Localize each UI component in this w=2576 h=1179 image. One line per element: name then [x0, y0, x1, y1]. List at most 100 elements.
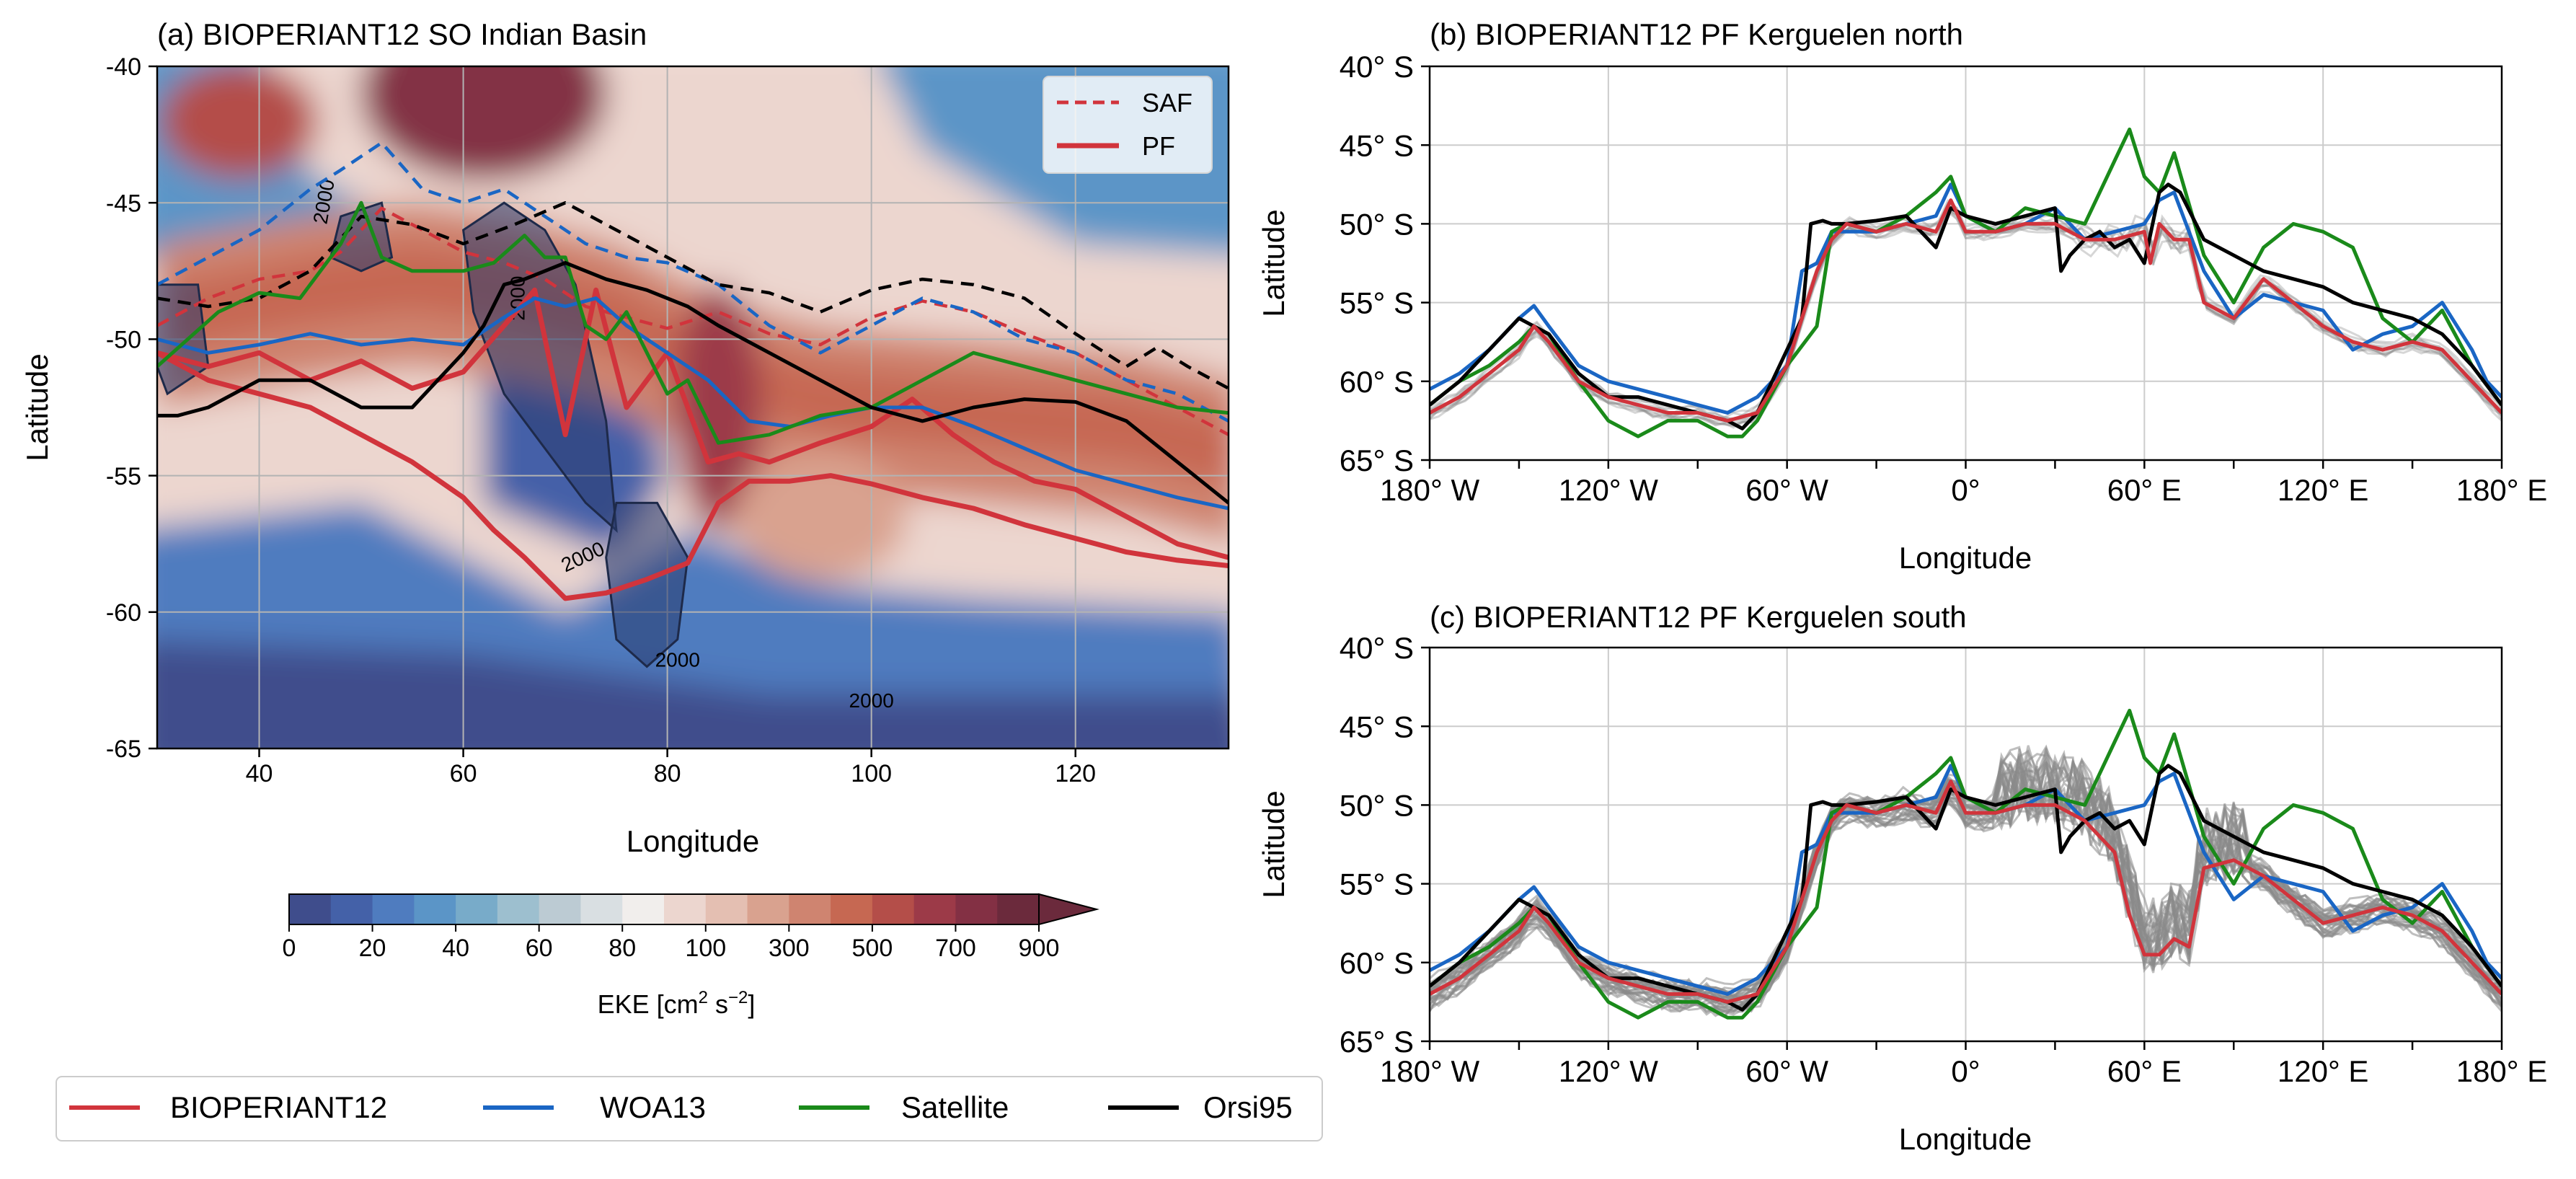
- colorbar-tick-label-80: 80: [608, 935, 636, 962]
- colorbar-tick-label-500: 500: [852, 935, 893, 962]
- tick-label-x-120-e: 120° E: [2278, 473, 2369, 507]
- colorbar-frame: [288, 893, 1040, 925]
- tick-label-y-45: -45: [106, 190, 141, 217]
- series-woa13: [1430, 182, 2502, 415]
- eke-patch-southeast: [733, 451, 907, 582]
- tick-label-x-60: 60: [450, 760, 477, 787]
- panel-c-ticks: 180° W 120° W 60° W 0° 60° E 120° E 180° E 40° …: [1340, 631, 2547, 1088]
- colorbar-cells: [288, 893, 1099, 926]
- series-bioperiant12: [1430, 780, 2502, 1004]
- panel-c-lines: [1430, 708, 2502, 1020]
- panel-b-xlabel: Longitude: [1899, 541, 2032, 575]
- colorbar-cell: [705, 894, 748, 924]
- ensemble-member: [1430, 208, 2502, 425]
- source-legend: BIOPERIANT12 WOA13 Satellite Orsi95: [56, 1076, 1323, 1142]
- front-pf-woa13: [157, 296, 1229, 511]
- panel-a-ylabel: Latitude: [20, 353, 54, 461]
- colorbar-label: EKE [cm2 s−2]: [598, 988, 756, 1019]
- series-woa13: [1430, 764, 2502, 996]
- panel-c-ylabel: Latitude: [1257, 790, 1291, 898]
- legend-satellite-label: Satellite: [901, 1090, 1009, 1124]
- series-bioperiant12: [1430, 198, 2502, 423]
- tick-label-y-65: -65: [106, 736, 141, 763]
- colorbar-cell: [497, 894, 540, 924]
- bathymetry-shallow-1: [605, 501, 689, 668]
- tick-label-x-40: 40: [246, 760, 273, 787]
- panel-b-ylabel: Latitude: [1257, 209, 1291, 317]
- tick-label-y-45-s: 45° S: [1340, 128, 1414, 162]
- tick-label-y-50-s: 50° S: [1340, 208, 1414, 242]
- panel-b-lines: [1430, 127, 2502, 438]
- legend-woa-label: WOA13: [600, 1090, 706, 1124]
- tick-label-y-55-s: 55° S: [1340, 867, 1414, 901]
- colorbar-cell: [539, 894, 582, 924]
- ensemble-member: [1430, 207, 2502, 427]
- colorbar-ticks: 0 20 40 60 80 100 300 500 700 900: [283, 924, 1059, 962]
- colorbar-tick-label-60: 60: [526, 935, 553, 962]
- eke-hotspot-north: [360, 66, 606, 180]
- panel-a-xlabel: Longitude: [627, 824, 760, 858]
- panel-a-ticks: 40 60 80 100 120 -40 -45 -50 -55 -60 -65: [106, 53, 1096, 787]
- tick-label-x-120-w: 120° W: [1559, 473, 1659, 507]
- panel-b-grid: [1430, 66, 2502, 460]
- colorbar-extend-arrow: [1038, 893, 1099, 926]
- colorbar-cell: [747, 894, 789, 924]
- source-legend-box: [56, 1076, 1323, 1142]
- tick-label-y-50-s: 50° S: [1340, 789, 1414, 823]
- contour-label: 2000: [655, 648, 700, 671]
- series-orsi95: [1430, 182, 2502, 430]
- legend-bioperiant-label: BIOPERIANT12: [170, 1090, 387, 1124]
- tick-label-x-120-e: 120° E: [2278, 1054, 2369, 1088]
- ensemble-member: [1430, 210, 2502, 429]
- tick-label-x-180-w: 180° W: [1380, 1054, 1480, 1088]
- ensemble-member: [1430, 199, 2502, 414]
- tick-label-x-180-e: 180° E: [2456, 473, 2548, 507]
- series-satellite: [1430, 127, 2502, 438]
- tick-label-y-55: -55: [106, 463, 141, 490]
- front-pf-orsi95: [157, 260, 1229, 505]
- front-saf-bioperiant12: [157, 206, 1229, 436]
- contour-label: 2000: [849, 689, 894, 712]
- colorbar-cell: [330, 894, 373, 924]
- panel-b-plot-area: [1430, 66, 2502, 460]
- panel-c-xlabel: Longitude: [1899, 1122, 2032, 1156]
- tick-label-y-55-s: 55° S: [1340, 286, 1414, 320]
- colorbar-tick-label-700: 700: [935, 935, 976, 962]
- colorbar-tick-label-20: 20: [359, 935, 386, 962]
- tick-label-y-40: -40: [106, 53, 141, 81]
- colorbar-cell: [997, 894, 1040, 924]
- colorbar-tick-label-40: 40: [442, 935, 469, 962]
- tick-label-x-60-e: 60° E: [2107, 1054, 2182, 1088]
- front-saf-woa13: [157, 141, 1229, 423]
- colorbar-cell: [664, 894, 707, 924]
- colorbar-cell: [372, 894, 415, 924]
- colorbar-cell: [289, 894, 332, 924]
- panel-c-title: (c) BIOPERIANT12 PF Kerguelen south: [1430, 600, 1967, 634]
- series-satellite: [1430, 708, 2502, 1020]
- panel-c-plot-area: [1430, 648, 2502, 1041]
- front-pf-satellite: [157, 200, 1229, 445]
- tick-label-y-60-s: 60° S: [1340, 946, 1414, 980]
- colorbar: 0 20 40 60 80 100 300 500 700 900 EKE [cm2 s−2]: [283, 893, 1099, 1019]
- tick-label-x-180-e: 180° E: [2456, 1054, 2548, 1088]
- tick-label-y-65-s: 65° S: [1340, 443, 1414, 477]
- panel-b-title: (b) BIOPERIANT12 PF Kerguelen north: [1430, 17, 1963, 51]
- tick-label-x-0: 0°: [1951, 473, 1980, 507]
- front-pf-bioperiant12: [157, 350, 1229, 601]
- colorbar-cell: [955, 894, 998, 924]
- eke-hotspot-kerguelen: [675, 285, 762, 530]
- tick-label-y-40-s: 40° S: [1340, 631, 1414, 665]
- tick-label-y-60-s: 60° S: [1340, 365, 1414, 399]
- panel-b-chart: 180° W 120° W 60° W 0° 60° E 120° E 180° E 40° …: [1257, 17, 2547, 575]
- colorbar-cell: [789, 894, 831, 924]
- front-pf-bioperiant12: [157, 287, 1229, 560]
- tick-label-y-65-s: 65° S: [1340, 1025, 1414, 1059]
- tick-label-x-60-e: 60° E: [2107, 473, 2182, 507]
- legend-saf-label: SAF: [1142, 88, 1192, 118]
- tick-label-x-120: 120: [1055, 760, 1096, 787]
- tick-label-x-180-w: 180° W: [1380, 473, 1480, 507]
- panel-c-chart: 180° W 120° W 60° W 0° 60° E 120° E 180° E 40° …: [1257, 600, 2547, 1156]
